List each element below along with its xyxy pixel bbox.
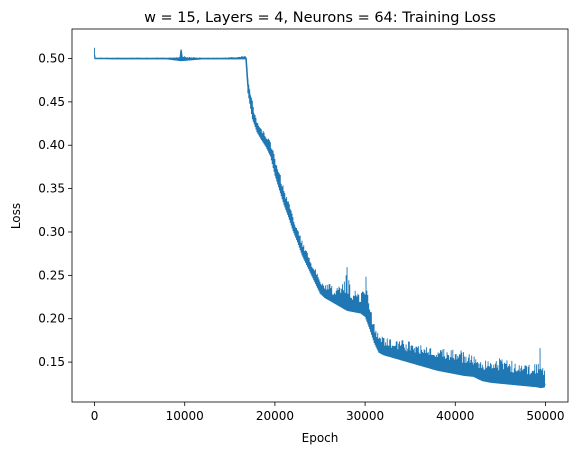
- y-tick-label: 0.25: [38, 268, 65, 282]
- y-axis-label: Loss: [9, 203, 23, 229]
- y-tick-label: 0.50: [38, 51, 65, 65]
- x-tick-label: 10000: [166, 409, 204, 423]
- y-tick-label: 0.20: [38, 312, 65, 326]
- y-tick-label: 0.35: [38, 182, 65, 196]
- x-tick-label: 50000: [526, 409, 564, 423]
- y-tick-label: 0.45: [38, 95, 65, 109]
- chart-title: w = 15, Layers = 4, Neurons = 64: Traini…: [144, 10, 496, 26]
- y-tick-label: 0.30: [38, 225, 65, 239]
- x-tick-label: 0: [91, 409, 99, 423]
- x-tick-label: 40000: [436, 409, 474, 423]
- y-tick-label: 0.15: [38, 355, 65, 369]
- x-tick-label: 30000: [346, 409, 384, 423]
- y-tick-label: 0.40: [38, 138, 65, 152]
- x-tick-label: 20000: [256, 409, 294, 423]
- x-axis-label: Epoch: [302, 431, 339, 445]
